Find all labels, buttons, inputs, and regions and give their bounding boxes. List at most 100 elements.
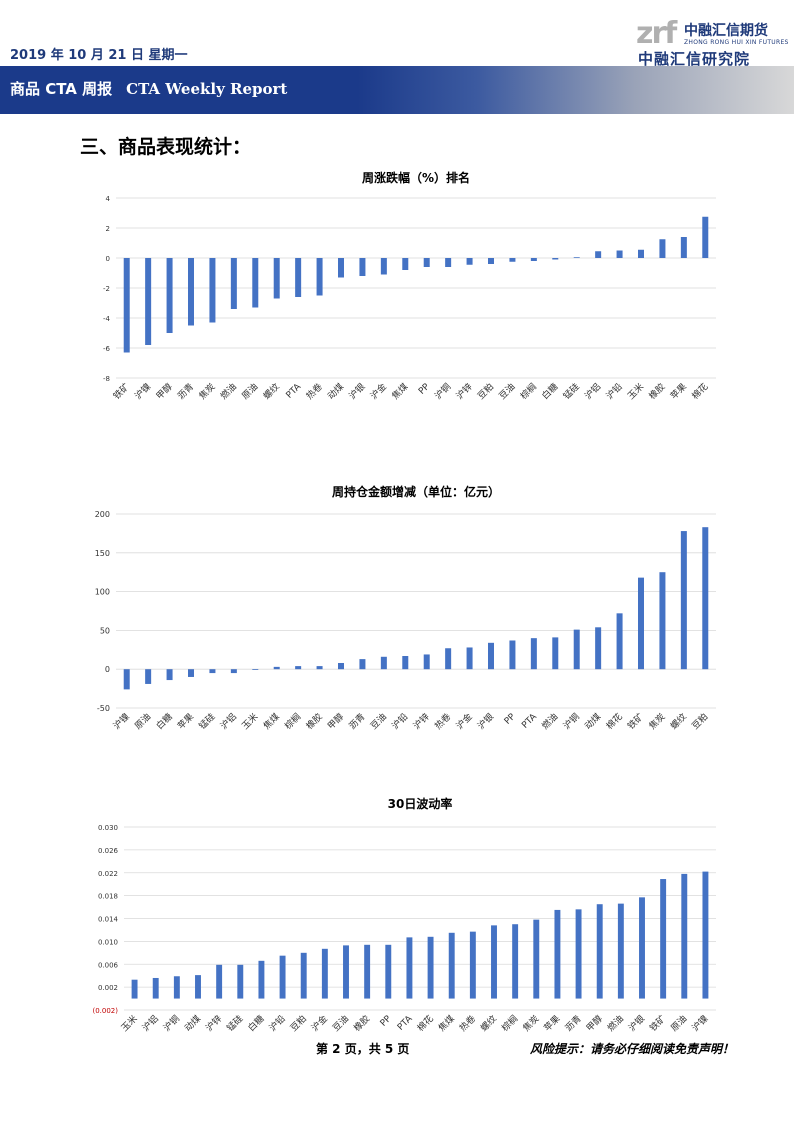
bar-苹果 (188, 669, 194, 677)
bar-沪铝 (595, 251, 602, 258)
bar-沪铜 (573, 629, 580, 670)
x-category-label: 棉花 (689, 381, 710, 402)
y-tick-label: -6 (103, 345, 111, 353)
bar-豆粕 (300, 952, 307, 999)
x-category-label: 沪铜 (432, 381, 453, 402)
bar-沪金 (380, 258, 387, 275)
bar-苹果 (680, 237, 687, 258)
x-category-label: 沪镍 (689, 1013, 710, 1034)
y-tick-label: 0.014 (98, 916, 119, 924)
x-category-label: 白糖 (539, 381, 560, 402)
x-category-label: 沪银 (475, 711, 496, 732)
bar-甲醇 (596, 904, 603, 999)
bar-动煤 (338, 258, 344, 278)
y-tick-label: -4 (103, 315, 111, 323)
y-tick-label: 0.022 (98, 870, 118, 878)
bar-沪铅 (402, 656, 409, 670)
y-tick-label: 0.006 (98, 961, 119, 969)
x-category-label: 橡胶 (303, 711, 324, 732)
logo-institute-name: 中融汇信研究院 (638, 50, 751, 68)
logo-company-name: 中融汇信期货 (684, 23, 768, 39)
bar-燃油 (617, 903, 624, 999)
company-logo: zrf 中融汇信期货 ZHONG RONG HUI XIN FUTURES 中融… (636, 16, 788, 68)
x-category-label: 沥青 (562, 1013, 583, 1034)
x-category-label: 棕榈 (282, 711, 303, 732)
bar-沪锌 (423, 654, 430, 670)
x-category-label: 豆油 (330, 1013, 351, 1034)
y-tick-label: -8 (103, 375, 110, 383)
banner-title-cn: 商品 CTA 周报 (10, 80, 113, 98)
x-category-label: 锰硅 (224, 1013, 245, 1034)
weekly-change-chart-svg: 周涨跌幅（%）排名 -8 -6 -4 -2 0 2 4 铁矿 沪镍 甲醇 沥青 焦炭 燃油 原油 螺纹 PTA 热… (103, 170, 716, 402)
x-category-label: 白糖 (153, 711, 174, 732)
bar-白糖 (552, 258, 559, 260)
x-category-label: 原油 (239, 381, 260, 402)
x-category-label: 玉米 (239, 711, 260, 732)
y-tick-label: 2 (106, 225, 110, 233)
bar-棕榈 (530, 258, 537, 261)
bar-橡胶 (659, 239, 666, 258)
x-category-label: 棕榈 (518, 381, 539, 402)
x-category-label: 铁矿 (647, 1013, 668, 1034)
bar-豆粕 (702, 527, 709, 670)
bar-棕榈 (512, 924, 519, 999)
x-category-label: 沥青 (175, 381, 196, 402)
chart-title: 周持仓金额增减（单位：亿元） (332, 484, 500, 499)
bar-沪银 (488, 642, 494, 670)
bar-热卷 (469, 931, 476, 999)
bar-热卷 (316, 258, 323, 296)
x-category-label: 豆粕 (288, 1013, 309, 1034)
x-category-label: 甲醇 (153, 381, 174, 402)
report-date: 2019 年 10 月 21 日 星期一 (10, 48, 188, 63)
x-category-label: 沪铅 (389, 711, 410, 732)
bar-沪金 (321, 948, 328, 999)
bar-沥青 (188, 258, 194, 326)
bar-豆油 (380, 656, 387, 670)
y-tick-label: 0.018 (98, 893, 118, 901)
x-category-label: 沪金 (309, 1013, 330, 1034)
bar-焦煤 (273, 666, 280, 670)
bar-玉米 (252, 669, 259, 670)
x-category-label: 锰硅 (196, 711, 217, 732)
x-category-label: 燃油 (605, 1013, 626, 1034)
x-category-label: 热卷 (303, 381, 324, 402)
bar-燃油 (230, 258, 237, 309)
y-tick-label: 0 (106, 255, 110, 263)
x-category-label: PTA (285, 381, 304, 400)
bar-甲醇 (338, 662, 344, 670)
bar-沪银 (359, 258, 366, 276)
bar-焦炭 (659, 572, 666, 670)
report-banner: 商品 CTA 周报 CTA Weekly Report (0, 66, 794, 114)
x-category-label: PTA (396, 1013, 415, 1032)
bar-豆粕 (488, 258, 494, 264)
x-category-label: 沪铜 (161, 1013, 182, 1034)
x-category-label: 焦炭 (646, 711, 667, 732)
bar-锰硅 (209, 669, 216, 674)
x-category-label: 豆粕 (475, 381, 496, 402)
x-category-label: 棉花 (414, 1013, 435, 1034)
x-category-label: 棕榈 (499, 1013, 520, 1034)
y-tick-label: 200 (95, 510, 110, 519)
x-category-label: 沪铅 (603, 381, 624, 402)
x-category-label: 燃油 (539, 711, 560, 732)
x-category-label: 沪锌 (453, 381, 474, 402)
bar-PP (423, 258, 430, 267)
x-category-label: PP (503, 712, 518, 727)
y-tick-label: 0.026 (98, 847, 119, 855)
volatility-chart: 30日波动率 (0.002) 0.002 0.006 0.010 0.014 0.018 0.… (80, 790, 720, 1042)
bar-原油 (252, 258, 259, 308)
logo-mark: zrf (636, 16, 677, 51)
bar-原油 (145, 669, 152, 684)
x-category-label: 玉米 (118, 1013, 139, 1034)
x-category-label: 沪锌 (411, 711, 432, 732)
bar-苹果 (554, 909, 561, 999)
bar-PTA (406, 937, 413, 999)
volatility-chart-svg: 30日波动率 (0.002) 0.002 0.006 0.010 0.014 0.018 0.… (92, 796, 716, 1034)
x-category-label: 沪铜 (561, 711, 582, 732)
bar-沪锌 (466, 258, 473, 265)
x-category-label: 沪金 (368, 381, 389, 402)
x-category-label: 燃油 (218, 381, 239, 402)
bar-甲醇 (166, 258, 173, 333)
x-category-label: 锰硅 (561, 381, 582, 402)
position-change-chart: 周持仓金额增减（单位：亿元） -50 0 50 100 150 200 沪镍 原油 白糖 苹果 锰硅沪… (80, 478, 720, 768)
